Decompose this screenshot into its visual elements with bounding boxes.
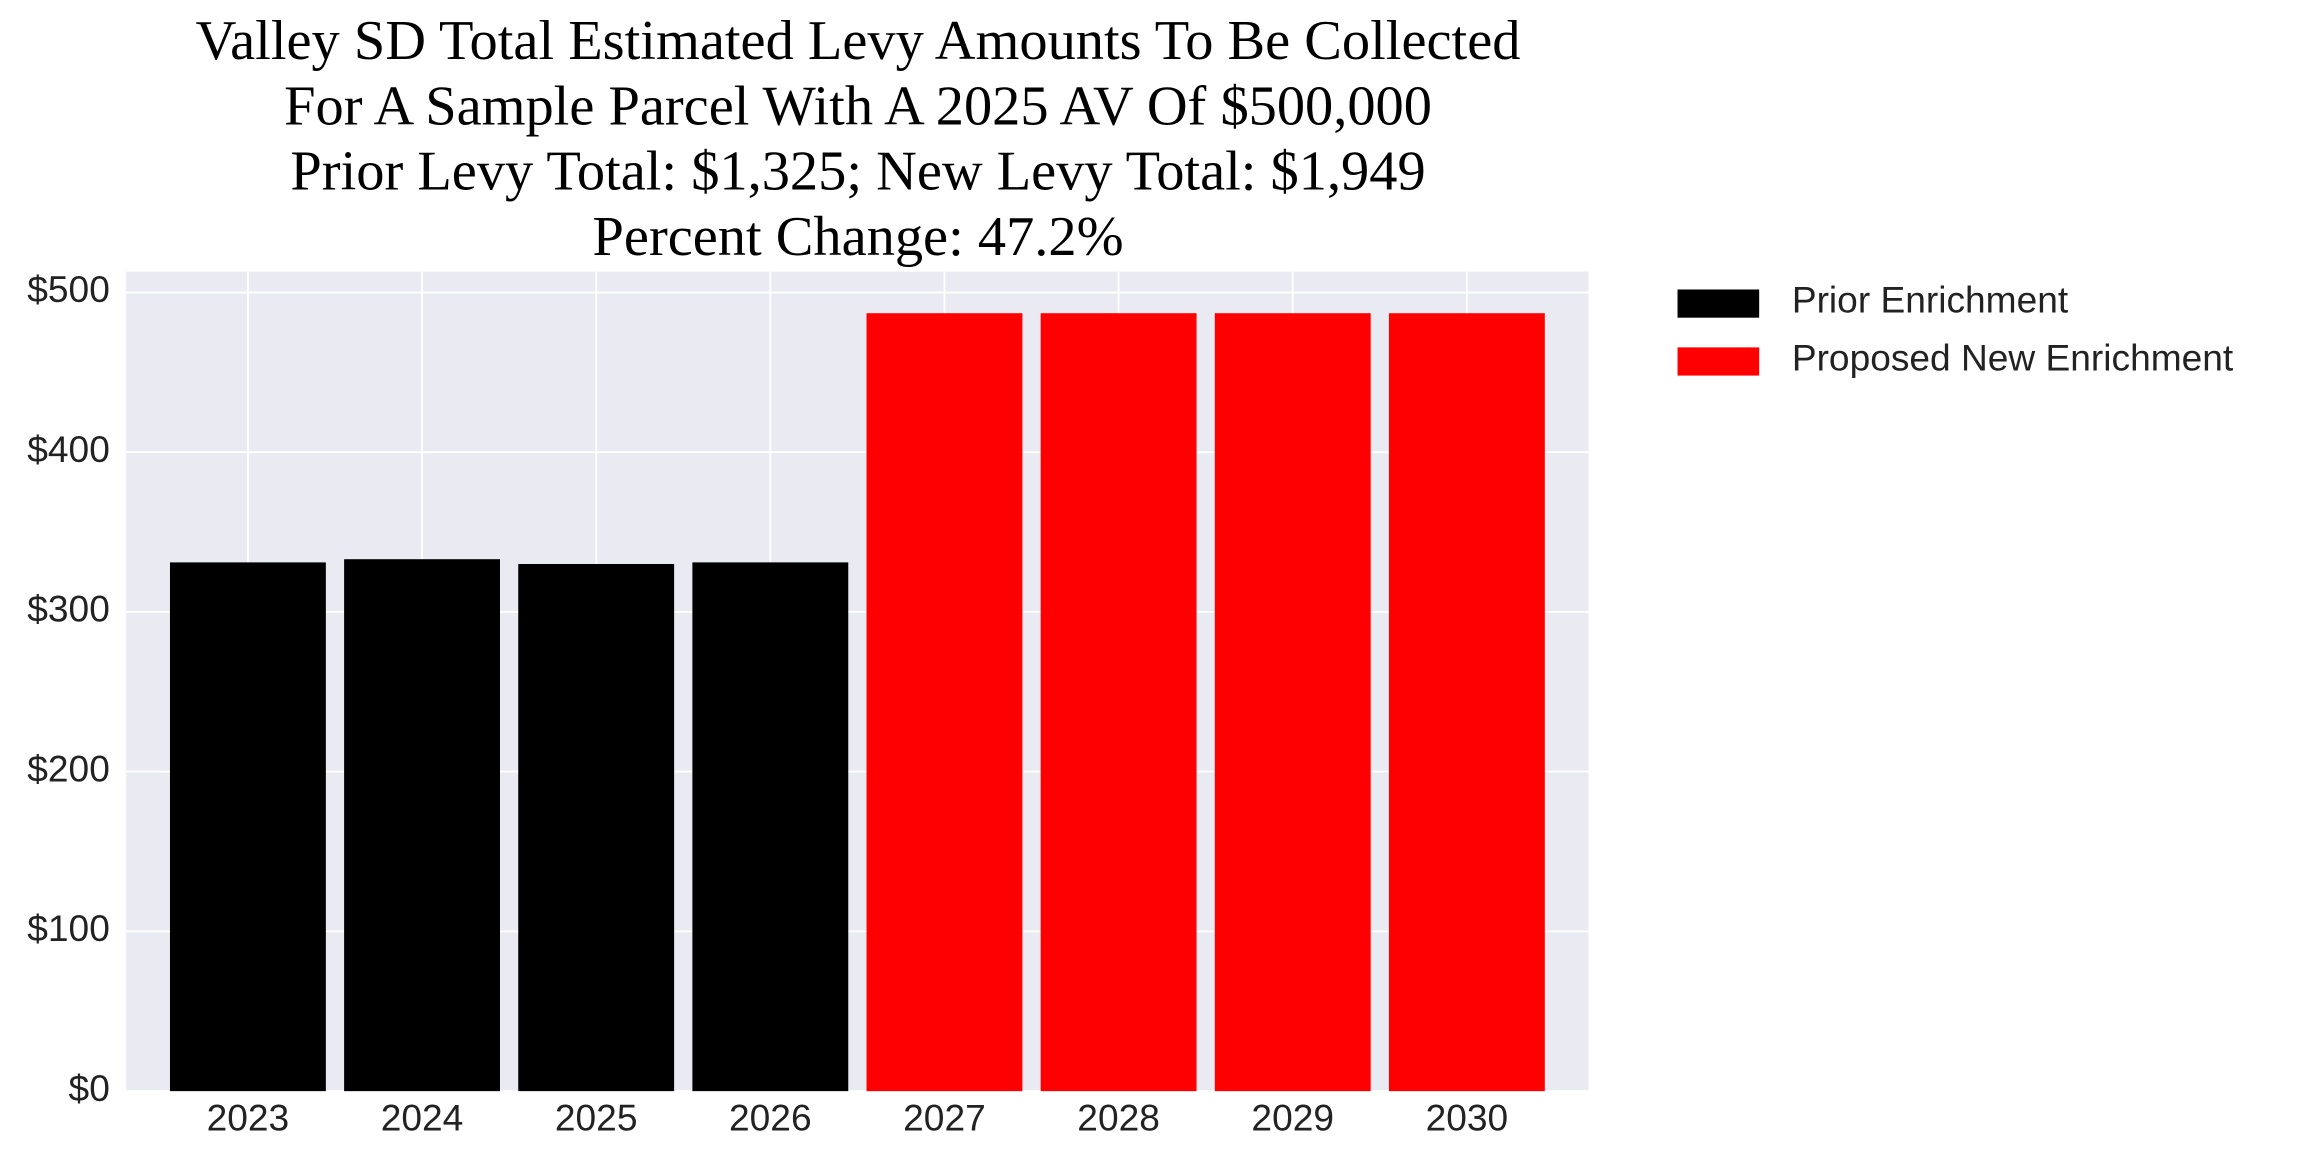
bar — [692, 562, 849, 1092]
chart-title: For A Sample Parcel With A 2025 AV Of $5… — [284, 75, 1432, 137]
bar — [1214, 313, 1371, 1092]
y-tick-label: $500 — [27, 268, 110, 310]
y-tick-label: $200 — [27, 747, 110, 789]
y-tick-label: $400 — [27, 428, 110, 470]
bar — [866, 313, 1023, 1092]
x-tick-label: 2027 — [903, 1097, 986, 1139]
x-tick-label: 2023 — [207, 1097, 290, 1139]
x-tick-label: 2025 — [555, 1097, 638, 1139]
y-tick-label: $300 — [27, 588, 110, 630]
bar — [344, 559, 500, 1092]
x-tick-label: 2029 — [1251, 1097, 1334, 1139]
chart-title: Percent Change: 47.2% — [593, 206, 1124, 268]
bar — [518, 563, 675, 1092]
legend-label: Proposed New Enrichment — [1792, 337, 2234, 379]
legend-label: Prior Enrichment — [1792, 279, 2069, 321]
y-tick-label: $100 — [27, 907, 110, 949]
x-tick-label: 2026 — [729, 1097, 812, 1139]
x-tick-label: 2030 — [1426, 1097, 1509, 1139]
x-tick-label: 2028 — [1077, 1097, 1160, 1139]
legend-swatch — [1677, 347, 1760, 376]
x-tick-label: 2024 — [381, 1097, 464, 1139]
chart-title: Valley SD Total Estimated Levy Amounts T… — [196, 10, 1521, 72]
y-tick-label: $0 — [69, 1067, 110, 1109]
legend-swatch — [1677, 289, 1760, 318]
chart-title: Prior Levy Total: $1,325; New Levy Total… — [290, 141, 1425, 203]
bar — [1388, 313, 1545, 1092]
bar — [169, 562, 326, 1092]
bar — [1040, 313, 1197, 1092]
